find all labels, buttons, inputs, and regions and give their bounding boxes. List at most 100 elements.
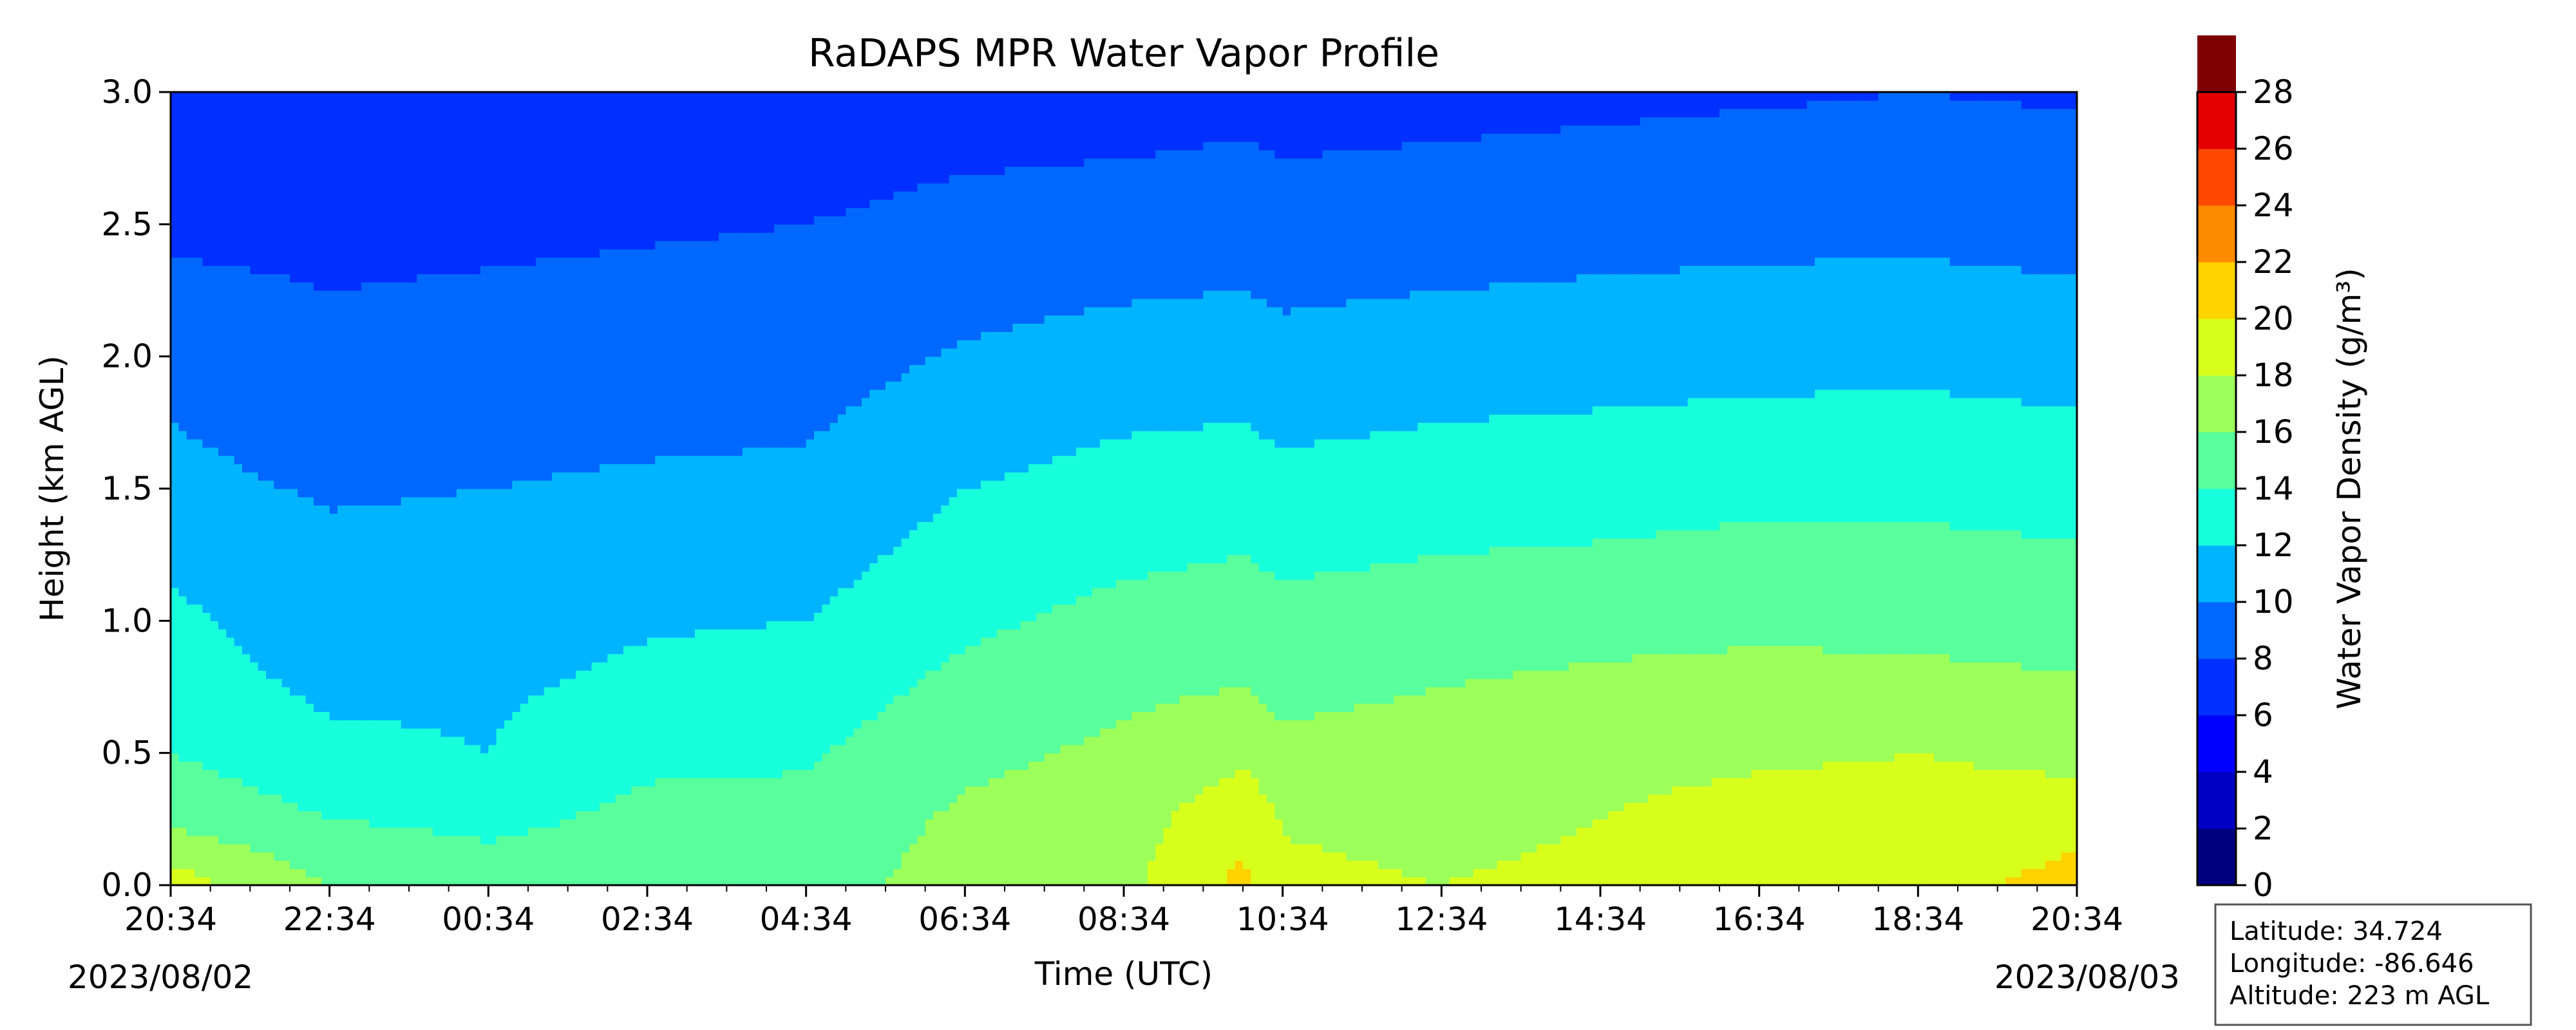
contour-cell bbox=[504, 167, 513, 175]
contour-cell bbox=[433, 563, 441, 572]
contour-cell bbox=[211, 307, 219, 315]
contour-cell bbox=[576, 167, 584, 175]
contour-cell bbox=[187, 687, 195, 695]
contour-cell bbox=[473, 704, 481, 712]
contour-cell bbox=[449, 224, 457, 232]
contour-cell bbox=[314, 778, 322, 786]
contour-cell bbox=[290, 819, 298, 827]
contour-cell bbox=[226, 315, 234, 324]
contour-cell bbox=[488, 555, 497, 563]
contour-cell bbox=[282, 307, 290, 315]
contour-cell bbox=[337, 282, 346, 290]
contour-cell bbox=[433, 389, 441, 398]
contour-cell bbox=[354, 183, 362, 191]
contour-cell bbox=[528, 629, 536, 637]
contour-cell bbox=[560, 456, 568, 464]
contour-cell bbox=[377, 695, 386, 704]
contour-cell bbox=[433, 852, 441, 861]
contour-cell bbox=[218, 861, 227, 869]
contour-cell bbox=[250, 613, 258, 621]
contour-cell bbox=[377, 167, 386, 175]
contour-cell bbox=[497, 728, 505, 736]
contour-cell bbox=[171, 191, 179, 200]
contour-cell bbox=[258, 232, 267, 241]
contour-cell bbox=[234, 621, 243, 629]
contour-cell bbox=[528, 431, 536, 439]
contour-cell bbox=[560, 571, 568, 579]
contour-cell bbox=[187, 588, 195, 596]
contour-cell bbox=[290, 241, 298, 249]
contour-cell bbox=[464, 241, 473, 249]
contour-cell bbox=[321, 266, 330, 274]
contour-cell bbox=[433, 258, 441, 266]
contour-cell bbox=[440, 505, 449, 514]
contour-cell bbox=[361, 687, 370, 695]
contour-cell bbox=[345, 100, 354, 109]
contour-cell bbox=[457, 381, 465, 389]
contour-cell bbox=[457, 571, 465, 579]
contour-cell bbox=[497, 786, 505, 794]
contour-cell bbox=[488, 604, 497, 613]
contour-cell bbox=[385, 232, 393, 241]
contour-cell bbox=[314, 472, 322, 480]
contour-cell bbox=[560, 521, 568, 530]
contour-cell bbox=[457, 117, 465, 126]
contour-cell bbox=[187, 232, 195, 241]
contour-cell bbox=[290, 100, 298, 109]
contour-cell bbox=[298, 514, 306, 522]
contour-cell bbox=[194, 778, 203, 786]
contour-cell bbox=[449, 117, 457, 126]
contour-cell bbox=[401, 687, 410, 695]
contour-cell bbox=[504, 530, 513, 538]
contour-cell bbox=[314, 92, 322, 100]
contour-cell bbox=[417, 521, 425, 530]
contour-cell bbox=[552, 637, 560, 646]
contour-cell bbox=[480, 687, 489, 695]
contour-cell bbox=[242, 142, 251, 150]
contour-cell bbox=[234, 778, 243, 786]
contour-cell bbox=[202, 307, 211, 315]
contour-cell bbox=[417, 654, 425, 662]
contour-cell bbox=[385, 100, 393, 109]
contour-cell bbox=[425, 422, 433, 431]
contour-cell bbox=[512, 712, 520, 720]
contour-cell bbox=[552, 596, 560, 604]
contour-cell bbox=[425, 827, 433, 836]
contour-cell bbox=[576, 497, 584, 505]
contour-cell bbox=[488, 183, 497, 191]
contour-cell bbox=[354, 158, 362, 167]
contour-cell bbox=[361, 191, 370, 200]
contour-cell bbox=[576, 745, 584, 753]
contour-cell bbox=[385, 373, 393, 381]
contour-cell bbox=[440, 497, 449, 505]
contour-cell bbox=[520, 621, 529, 629]
contour-cell bbox=[457, 365, 465, 373]
contour-cell bbox=[226, 579, 234, 588]
contour-cell bbox=[544, 489, 553, 497]
contour-cell bbox=[337, 315, 346, 324]
contour-cell bbox=[544, 439, 553, 447]
contour-cell bbox=[361, 299, 370, 307]
contour-cell bbox=[250, 753, 258, 762]
contour-cell bbox=[512, 861, 520, 869]
contour-cell bbox=[369, 282, 377, 290]
contour-cell bbox=[306, 538, 314, 547]
contour-cell bbox=[234, 373, 243, 381]
contour-cell bbox=[377, 373, 386, 381]
contour-cell bbox=[488, 819, 497, 827]
contour-cell bbox=[234, 753, 243, 762]
contour-cell bbox=[568, 117, 576, 126]
contour-cell bbox=[234, 365, 243, 373]
contour-cell bbox=[512, 596, 520, 604]
contour-cell bbox=[298, 662, 306, 671]
contour-cell bbox=[393, 216, 401, 225]
contour-cell bbox=[306, 579, 314, 588]
contour-cell bbox=[314, 794, 322, 803]
contour-cell bbox=[242, 778, 251, 786]
contour-cell bbox=[433, 241, 441, 249]
contour-cell bbox=[497, 579, 505, 588]
contour-cell bbox=[298, 646, 306, 654]
contour-cell bbox=[369, 819, 377, 827]
contour-cell bbox=[354, 836, 362, 844]
contour-cell bbox=[473, 579, 481, 588]
